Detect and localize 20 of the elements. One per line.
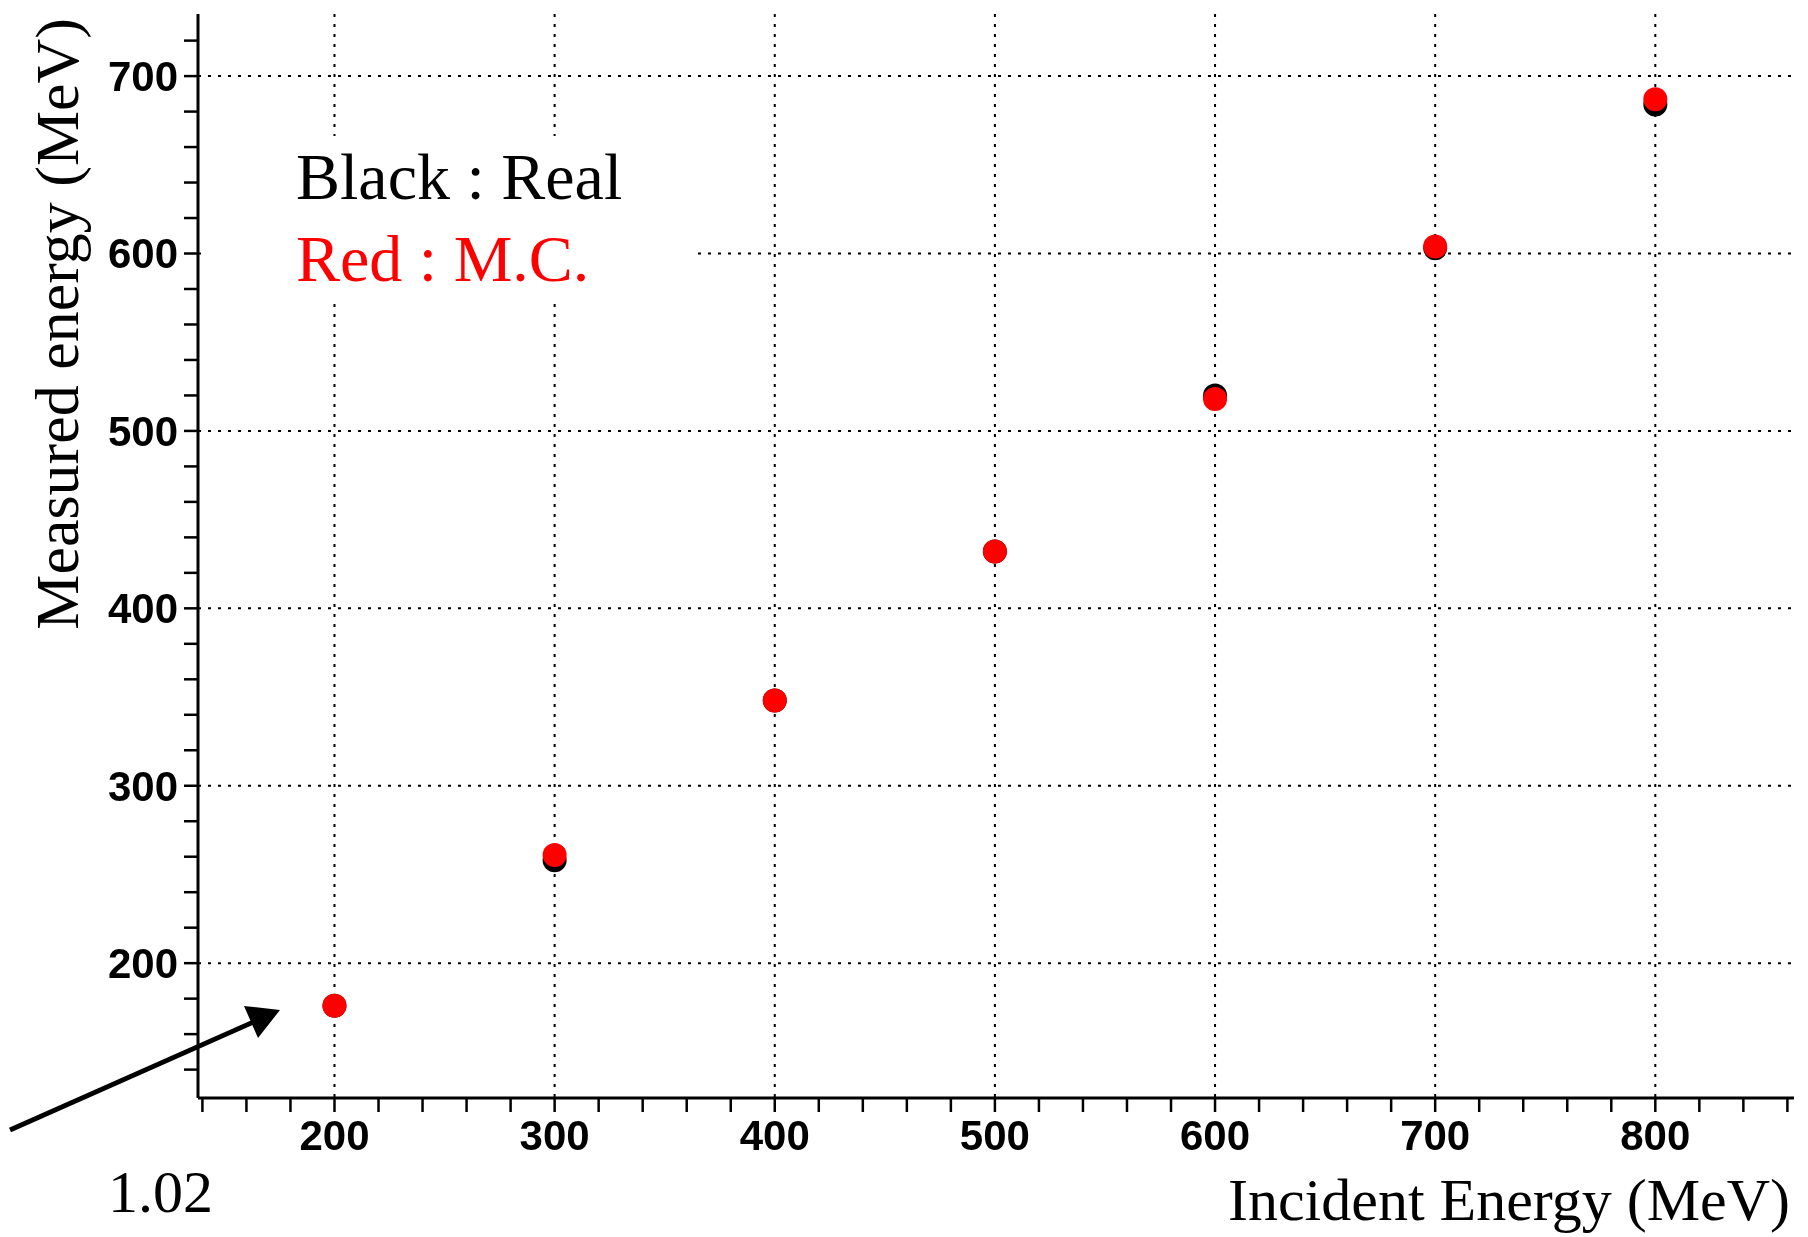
y-tick-label: 200 [107,940,178,988]
y-tick-label: 600 [107,230,178,278]
x-axis-title: Incident Energy (MeV) [1227,1167,1790,1233]
x-tick-label: 600 [1180,1111,1251,1159]
text: 1.02 [108,1158,213,1227]
y-tick-label: 400 [107,585,178,633]
text: Red : M.C. [296,222,590,295]
point [542,842,567,867]
y-axis-title: Measured energy (MeV) [23,18,92,630]
x-tick-label: 300 [519,1111,590,1159]
x-tick-label: 200 [299,1111,370,1159]
text: Black : Real [296,140,623,213]
x-tick-label: 400 [739,1111,810,1159]
x-tick-label: 800 [1620,1111,1691,1159]
y-tick-label: 700 [107,53,178,100]
y-tick-label: 500 [107,407,178,455]
point [1643,87,1668,112]
x-tick-label: 700 [1400,1111,1471,1159]
x-tick-label: 500 [959,1111,1030,1159]
y-tick-label: 300 [107,762,178,810]
